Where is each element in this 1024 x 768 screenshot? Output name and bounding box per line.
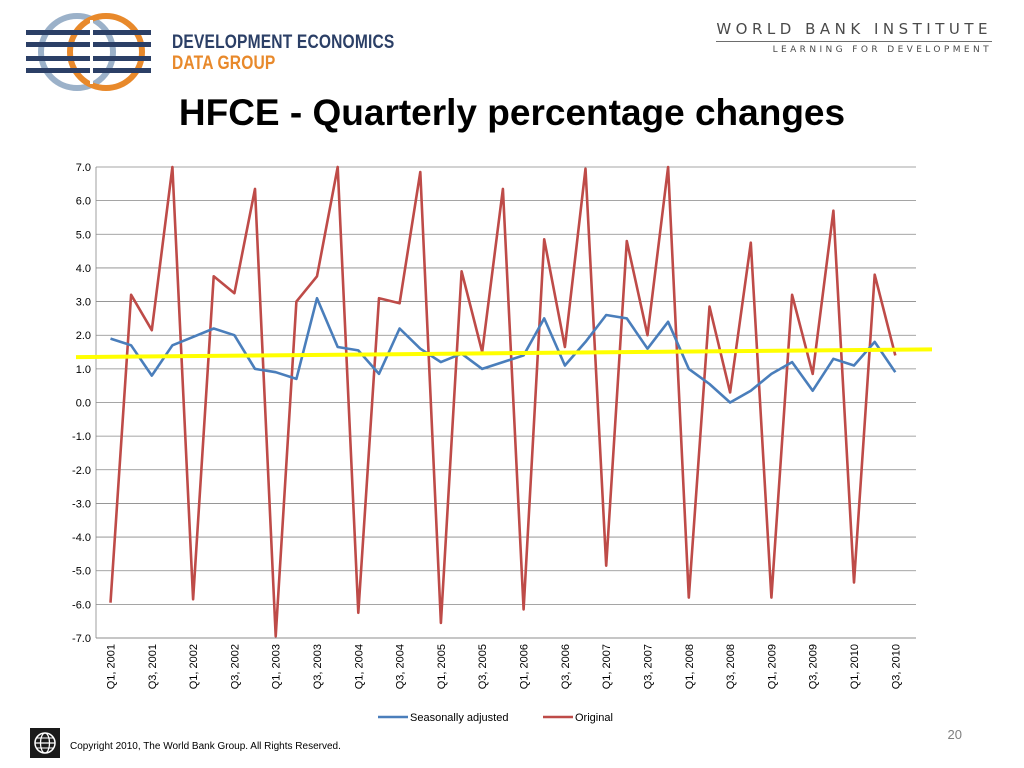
wbi-divider <box>716 41 992 42</box>
x-tick-label: Q1, 2001 <box>105 644 117 689</box>
y-tick-label: -6.0 <box>72 599 91 611</box>
legend-label: Original <box>575 712 613 724</box>
wbi-subtitle: LEARNING FOR DEVELOPMENT <box>772 45 992 55</box>
logo-title-line1: DEVELOPMENT ECONOMICS <box>172 32 395 53</box>
series-line-seasonally-adjusted <box>110 296 897 404</box>
y-tick-label: -2.0 <box>72 465 91 477</box>
y-tick-label: 7.0 <box>76 162 91 174</box>
x-tick-label: Q1, 2007 <box>601 644 613 689</box>
y-axis-ticks: -7.0 -6.0 -5.0 -4.0 -3.0 -2.0 -1.0 0.0 1.0 2.0 3.0… <box>72 162 91 645</box>
y-tick-label: -5.0 <box>72 566 91 578</box>
x-tick-label: Q3, 2009 <box>808 644 820 689</box>
y-tick-label: 6.0 <box>76 196 91 208</box>
x-tick-label: Q1, 2004 <box>353 644 365 689</box>
x-tick-label: Q1, 2008 <box>684 644 696 689</box>
page-number: 20 <box>947 727 962 742</box>
y-tick-label: -1.0 <box>72 431 91 443</box>
y-tick-label: 0.0 <box>76 398 91 410</box>
world-bank-logo-icon <box>30 728 60 758</box>
yellow-trend-line <box>75 347 933 360</box>
y-tick-label: 3.0 <box>76 297 91 309</box>
copyright-text: Copyright 2010, The World Bank Group. Al… <box>70 741 341 752</box>
x-tick-label: Q1, 2010 <box>849 644 861 689</box>
x-tick-label: Q3, 2004 <box>395 644 407 689</box>
x-tick-label: Q3, 2007 <box>642 644 654 689</box>
series-line-original <box>109 165 897 638</box>
y-tick-label: 2.0 <box>76 330 91 342</box>
x-tick-label: Q3, 2003 <box>312 644 324 689</box>
x-axis: Q1, 2001 Q3, 2001 Q1, 2002 Q3, 2002 Q1, 2003… <box>95 167 916 689</box>
wbi-branding: WORLD BANK INSTITUTE LEARNING FOR DEVELO… <box>716 20 992 55</box>
wbi-title: WORLD BANK INSTITUTE <box>716 20 992 38</box>
x-tick-label: Q3, 2001 <box>147 644 159 689</box>
globe-logo-icon <box>26 13 151 91</box>
y-tick-label: -7.0 <box>72 633 91 645</box>
x-tick-label: Q1, 2005 <box>436 644 448 689</box>
dec-data-group-logo: DEVELOPMENT ECONOMICS DATA GROUP <box>22 12 394 92</box>
chart-legend: Seasonally adjusted Original <box>378 712 613 724</box>
x-tick-label: Q1, 2003 <box>271 644 283 689</box>
y-tick-label: 5.0 <box>76 229 91 241</box>
x-tick-label: Q1, 2009 <box>766 644 778 689</box>
legend-label: Seasonally adjusted <box>410 712 508 724</box>
logo-title-line2: DATA GROUP <box>172 53 276 74</box>
y-tick-label: -3.0 <box>72 498 91 510</box>
x-tick-label: Q3, 2002 <box>229 644 241 689</box>
y-tick-label: 1.0 <box>76 364 91 376</box>
chart-series <box>109 165 897 638</box>
x-tick-label: Q3, 2008 <box>725 644 737 689</box>
chart-annotation <box>75 347 933 360</box>
x-tick-label: Q3, 2010 <box>890 644 902 689</box>
x-tick-label: Q3, 2005 <box>477 644 489 689</box>
x-tick-label: Q1, 2006 <box>519 644 531 689</box>
y-tick-label: -4.0 <box>72 532 91 544</box>
x-tick-label: Q3, 2006 <box>560 644 572 689</box>
y-tick-label: 4.0 <box>76 263 91 275</box>
x-tick-label: Q1, 2002 <box>188 644 200 689</box>
slide-title: HFCE - Quarterly percentage changes <box>178 92 846 133</box>
